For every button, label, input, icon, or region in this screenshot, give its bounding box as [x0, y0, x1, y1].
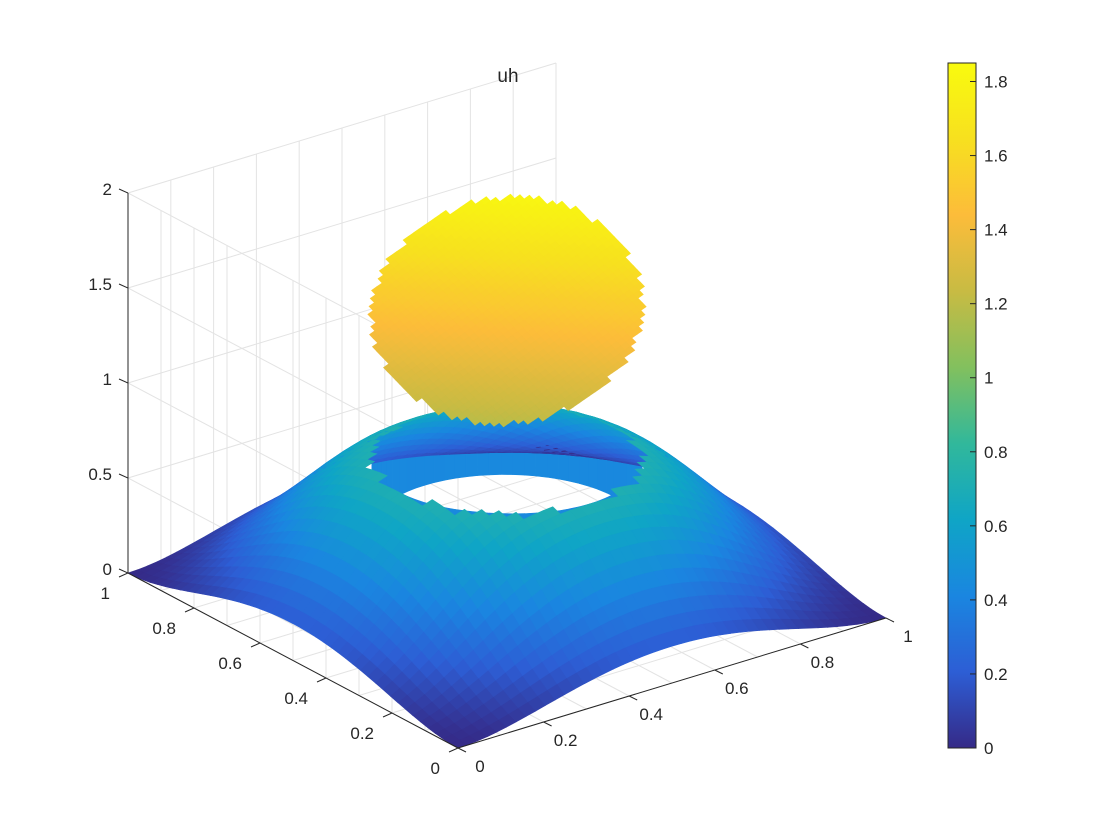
y-tick-label: 0: [431, 759, 440, 778]
x-tick-label: 1: [903, 627, 912, 646]
y-axis-line: [127, 572, 459, 749]
colorbar-tick-label: 1.6: [984, 147, 1008, 166]
colorbar-tick-label: 1.8: [984, 73, 1008, 92]
disk-patch: [620, 248, 631, 258]
colorbar-tick-label: 0: [984, 739, 993, 758]
surface-patch: [369, 472, 388, 483]
x-tick-mark: [885, 617, 895, 623]
tick-labels: 0 0.2 0.4 0.6 0.8 1 0 0.2 0.4 0.6 0.8 1 0 0.5 1 1.5 2: [88, 180, 912, 778]
x-tick-label: 0.6: [725, 679, 749, 698]
y-tick-label: 0.6: [218, 654, 242, 673]
y-tick-mark: [448, 747, 459, 753]
colorbar-gradient: [947, 62, 977, 749]
surface-plot: [127, 193, 887, 749]
z-tick-mark: [118, 473, 129, 479]
disk-patch: [636, 302, 647, 311]
x-tick-mark: [628, 695, 638, 701]
x-tick-mark: [543, 721, 552, 727]
y-tick-mark: [250, 642, 261, 648]
y-tick-label: 0.4: [284, 689, 308, 708]
colorbar-tick-label: 0.4: [984, 591, 1008, 610]
colorbar-tick-label: 1.2: [984, 295, 1008, 314]
colorbar-tick-label: 0.8: [984, 443, 1008, 462]
disk-patch: [631, 269, 643, 279]
chart-title: uh: [497, 66, 518, 87]
colorbar: 0 0.2 0.4 0.6 0.8 1 1.2 1.4 1.6 1.8: [947, 62, 1008, 758]
z-tick-label: 1: [103, 370, 112, 389]
z-tick-label: 0: [103, 560, 112, 579]
y-tick-label: 1: [101, 584, 110, 603]
z-tick-mark: [118, 188, 129, 194]
colorbar-tick-label: 1.4: [984, 221, 1008, 240]
y-tick-mark: [184, 607, 195, 613]
z-tick-mark: [118, 283, 129, 289]
axes-lines: [118, 188, 895, 753]
y-tick-label: 0.2: [350, 724, 374, 743]
x-tick-mark: [800, 643, 809, 649]
x-tick-label: 0.4: [639, 705, 663, 724]
z-tick-label: 2: [103, 180, 112, 199]
z-tick-label: 1.5: [88, 275, 112, 294]
surface-patch: [360, 445, 380, 453]
x-tick-mark: [457, 747, 467, 753]
z-tick-mark: [118, 378, 129, 384]
disk-patch: [634, 281, 645, 291]
colorbar-tick-label: 0.2: [984, 665, 1008, 684]
x-tick-mark: [714, 669, 724, 675]
colorbar-tick-label: 1: [984, 369, 993, 388]
x-axis-line: [457, 617, 887, 749]
y-tick-mark: [382, 712, 393, 718]
y-tick-mark: [118, 572, 129, 578]
x-tick-label: 0: [475, 757, 484, 776]
y-tick-mark: [316, 677, 327, 683]
x-tick-label: 0.8: [811, 653, 835, 672]
z-tick-label: 0.5: [88, 465, 112, 484]
y-tick-label: 0.8: [152, 619, 176, 638]
x-tick-label: 0.2: [554, 731, 578, 750]
colorbar-tick-label: 0.6: [984, 517, 1008, 536]
z-tick-mark: [118, 568, 129, 574]
